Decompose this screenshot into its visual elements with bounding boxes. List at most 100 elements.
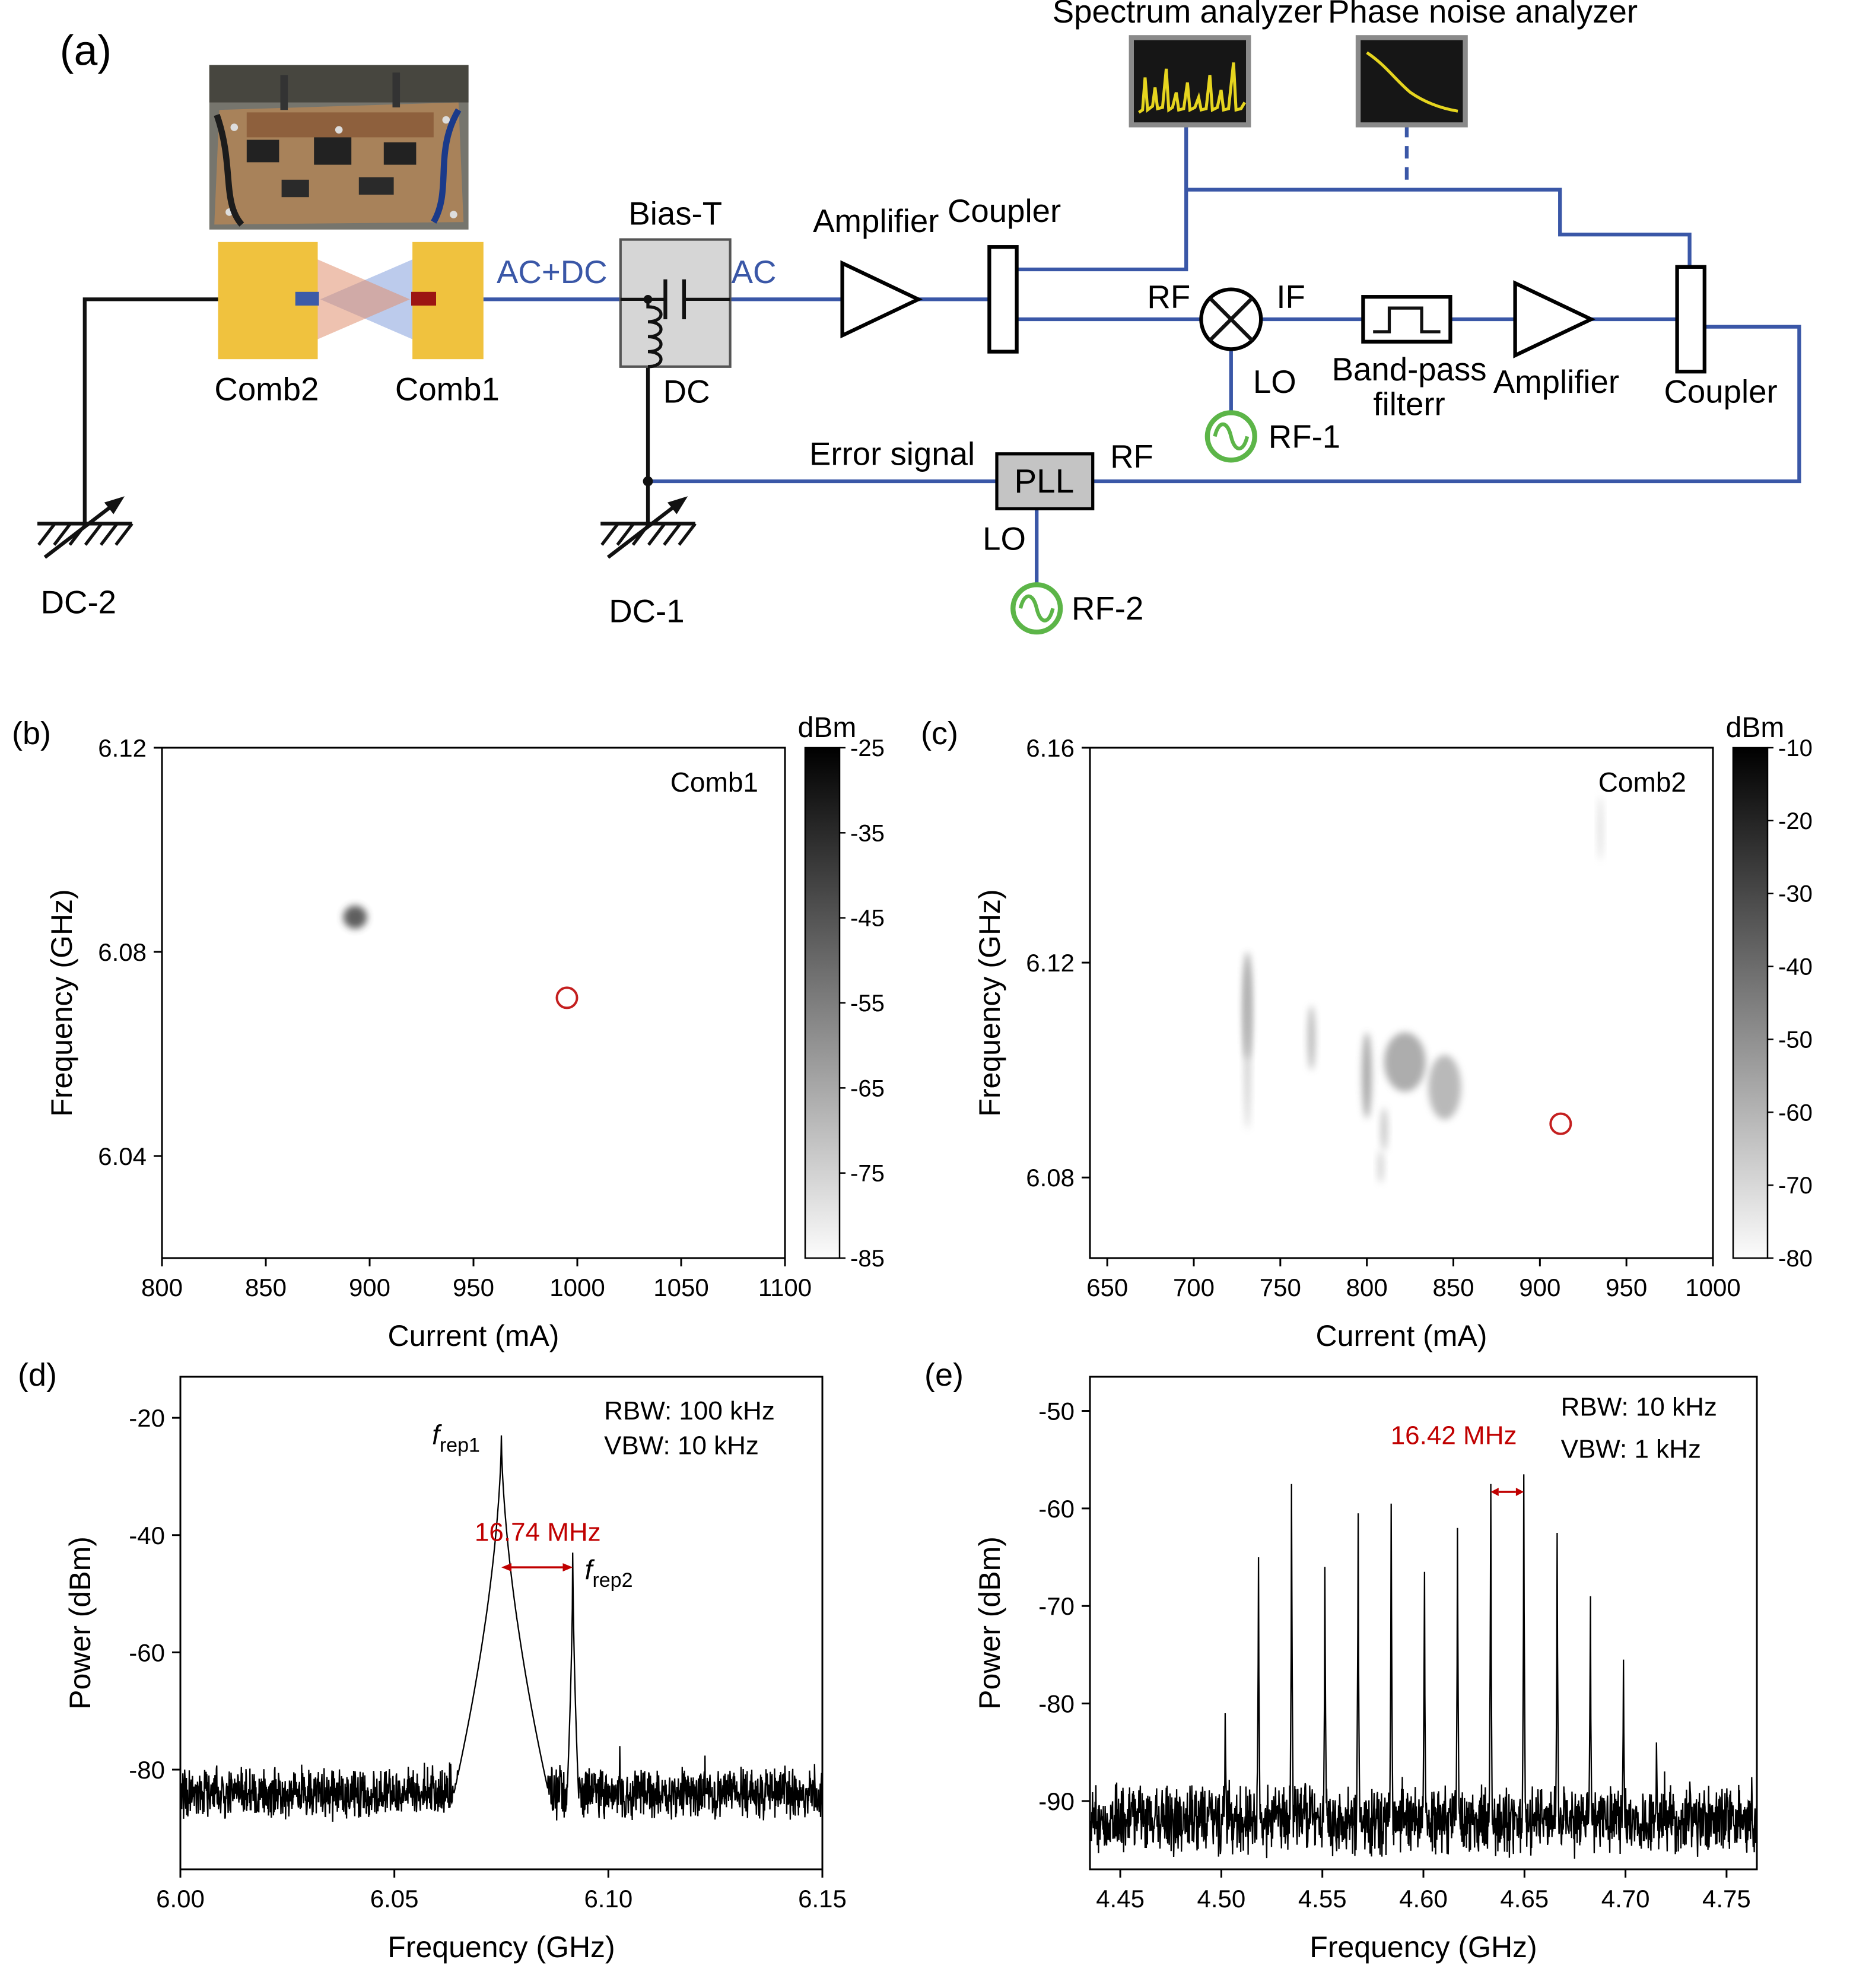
svg-text:4.55: 4.55 [1298,1885,1347,1913]
svg-text:-45: -45 [850,906,885,932]
svg-text:6.00: 6.00 [156,1885,205,1913]
rf2-label: RF-2 [1072,590,1143,627]
svg-text:4.65: 4.65 [1500,1885,1549,1913]
colorbar: -25 -35 -45 -55 -65 -75 -85 dBm [798,712,885,1272]
amplifier2-label: Amplifier [1493,364,1619,400]
spacing-arrow: 16.74 MHz [475,1518,601,1572]
svg-text:6.16: 6.16 [1026,734,1075,762]
spacing-label: 16.42 MHz [1391,1421,1517,1450]
peak-label: frep2 [585,1554,633,1592]
comb-annotation: Comb2 [1598,767,1686,798]
dc1-ground: DC-1 [600,496,697,629]
wire-coupler2-pll [1092,325,1801,484]
svg-text:800: 800 [141,1274,183,1301]
comb2-label: Comb2 [214,371,319,408]
spacing-label: 16.74 MHz [475,1518,601,1547]
dc-label: DC [663,374,710,410]
pll-rf-label: RF [1110,439,1153,475]
error-signal-label: Error signal [809,436,975,472]
setup-photo [209,65,469,230]
wire-coupler1-sa [1016,125,1188,272]
bpf-label-2: filterr [1373,386,1445,423]
chart-comb1-heatmap: 800 850 900 950 1000 1050 1100 Current (mA) 6.04… [37,712,945,1368]
coupler1-label: Coupler [948,193,1061,229]
svg-text:6.12: 6.12 [1026,949,1075,977]
mixer: RF IF LO [1147,279,1305,400]
phase-noise-analyzer-label: Phase noise analyzer [1328,0,1638,30]
x-axis: 800 850 900 950 1000 1050 1100 Current (mA) [141,1258,812,1352]
amplifier1-symbol [840,260,923,339]
panel-label-a: (a) [60,27,112,75]
svg-text:6.10: 6.10 [584,1885,632,1913]
svg-text:Power (dBm): Power (dBm) [63,1536,97,1710]
rf1-label: RF-1 [1269,418,1340,455]
svg-text:-65: -65 [850,1075,885,1101]
svg-text:Current (mA): Current (mA) [1316,1319,1487,1352]
panel-label-e: (e) [924,1357,964,1393]
bias-t-label: Bias-T [628,195,722,231]
svg-text:dBm: dBm [798,712,857,744]
bias-t-inductor [646,299,663,369]
spacing-arrow: 16.42 MHz [1391,1421,1524,1496]
chart-comb-lines-spectrum: 4.45 4.50 4.55 4.60 4.65 4.70 4.75 Frequency (G… [965,1341,1814,1985]
svg-text:4.75: 4.75 [1702,1885,1751,1913]
svg-text:-55: -55 [850,990,885,1017]
amplifier2-symbol [1513,280,1596,358]
panel-b-svg: 800 850 900 950 1000 1050 1100 Current (mA) 6.04… [45,712,885,1352]
panel-e-svg: 4.45 4.50 4.55 4.60 4.65 4.70 4.75 Frequency (G… [973,1376,1758,1964]
mixer-rf-label: RF [1147,279,1190,315]
svg-text:6.15: 6.15 [798,1885,847,1913]
ac-label: AC [732,254,777,290]
chart-comb2-heatmap: 650 700 750 800 850 900 950 1000 Current (mA) 6.0… [965,712,1869,1368]
svg-text:-25: -25 [850,735,885,761]
bandwidth-info-0: RBW: 10 kHz [1561,1393,1717,1422]
spectrum-trace [179,1435,824,1822]
svg-text:900: 900 [349,1274,390,1301]
y-axis: -20 -40 -60 -80 Power (dBm) [63,1404,180,1784]
bandwidth-info-1: VBW: 10 kHz [604,1431,759,1460]
comb1-label: Comb1 [395,371,500,408]
svg-text:4.70: 4.70 [1601,1885,1650,1913]
x-axis: 650 700 750 800 850 900 950 1000 Current (mA) [1086,1258,1741,1352]
svg-text:-50: -50 [1778,1027,1813,1053]
y-axis: 6.04 6.08 6.12 Frequency (GHz) [45,734,162,1170]
chart-rep-rate-spectrum: 6.00 6.05 6.10 6.15 Frequency (GHz) -20 -40 -60… [56,1341,881,1985]
svg-text:-30: -30 [1778,881,1813,907]
svg-text:950: 950 [1606,1274,1647,1301]
svg-text:-70: -70 [1038,1592,1075,1620]
svg-text:-60: -60 [1038,1495,1075,1523]
comb-chips: Comb2 Comb1 [214,242,500,408]
svg-text:650: 650 [1086,1274,1128,1301]
svg-text:-80: -80 [1778,1246,1813,1272]
svg-text:Frequency (GHz): Frequency (GHz) [973,889,1006,1116]
x-axis: 4.45 4.50 4.55 4.60 4.65 4.70 4.75 Frequency (G… [1096,1869,1751,1964]
comb2-chip [295,291,319,306]
dc1-label: DC-1 [609,593,684,629]
svg-text:800: 800 [1346,1274,1388,1301]
dc2-ground: DC-2 [37,496,134,621]
junction-dot [643,476,653,487]
highlight-circle [1549,1112,1572,1135]
svg-text:Power (dBm): Power (dBm) [973,1536,1006,1710]
spectrum-analyzer-trace [1138,62,1247,114]
svg-text:850: 850 [1432,1274,1474,1301]
spectrum-analyzer: Spectrum analyzer [1053,0,1323,128]
svg-text:4.60: 4.60 [1399,1885,1448,1913]
svg-text:900: 900 [1519,1274,1560,1301]
bpf-symbol [1361,295,1452,344]
svg-text:-20: -20 [1778,808,1813,834]
bandwidth-info-0: RBW: 100 kHz [604,1396,775,1425]
peak-label: frep1 [432,1419,480,1457]
svg-text:950: 950 [453,1274,494,1301]
pll-label: PLL [1014,463,1074,500]
svg-text:Frequency (GHz): Frequency (GHz) [387,1930,615,1964]
svg-text:750: 750 [1260,1274,1301,1301]
plot-frame [161,747,786,1259]
bias-t-box [619,238,732,368]
svg-text:-60: -60 [129,1638,165,1666]
svg-text:1050: 1050 [653,1274,708,1301]
mixer-if-label: IF [1276,279,1305,315]
svg-text:Current (mA): Current (mA) [388,1319,560,1352]
svg-text:1000: 1000 [549,1274,605,1301]
plot-frame [179,1376,824,1871]
